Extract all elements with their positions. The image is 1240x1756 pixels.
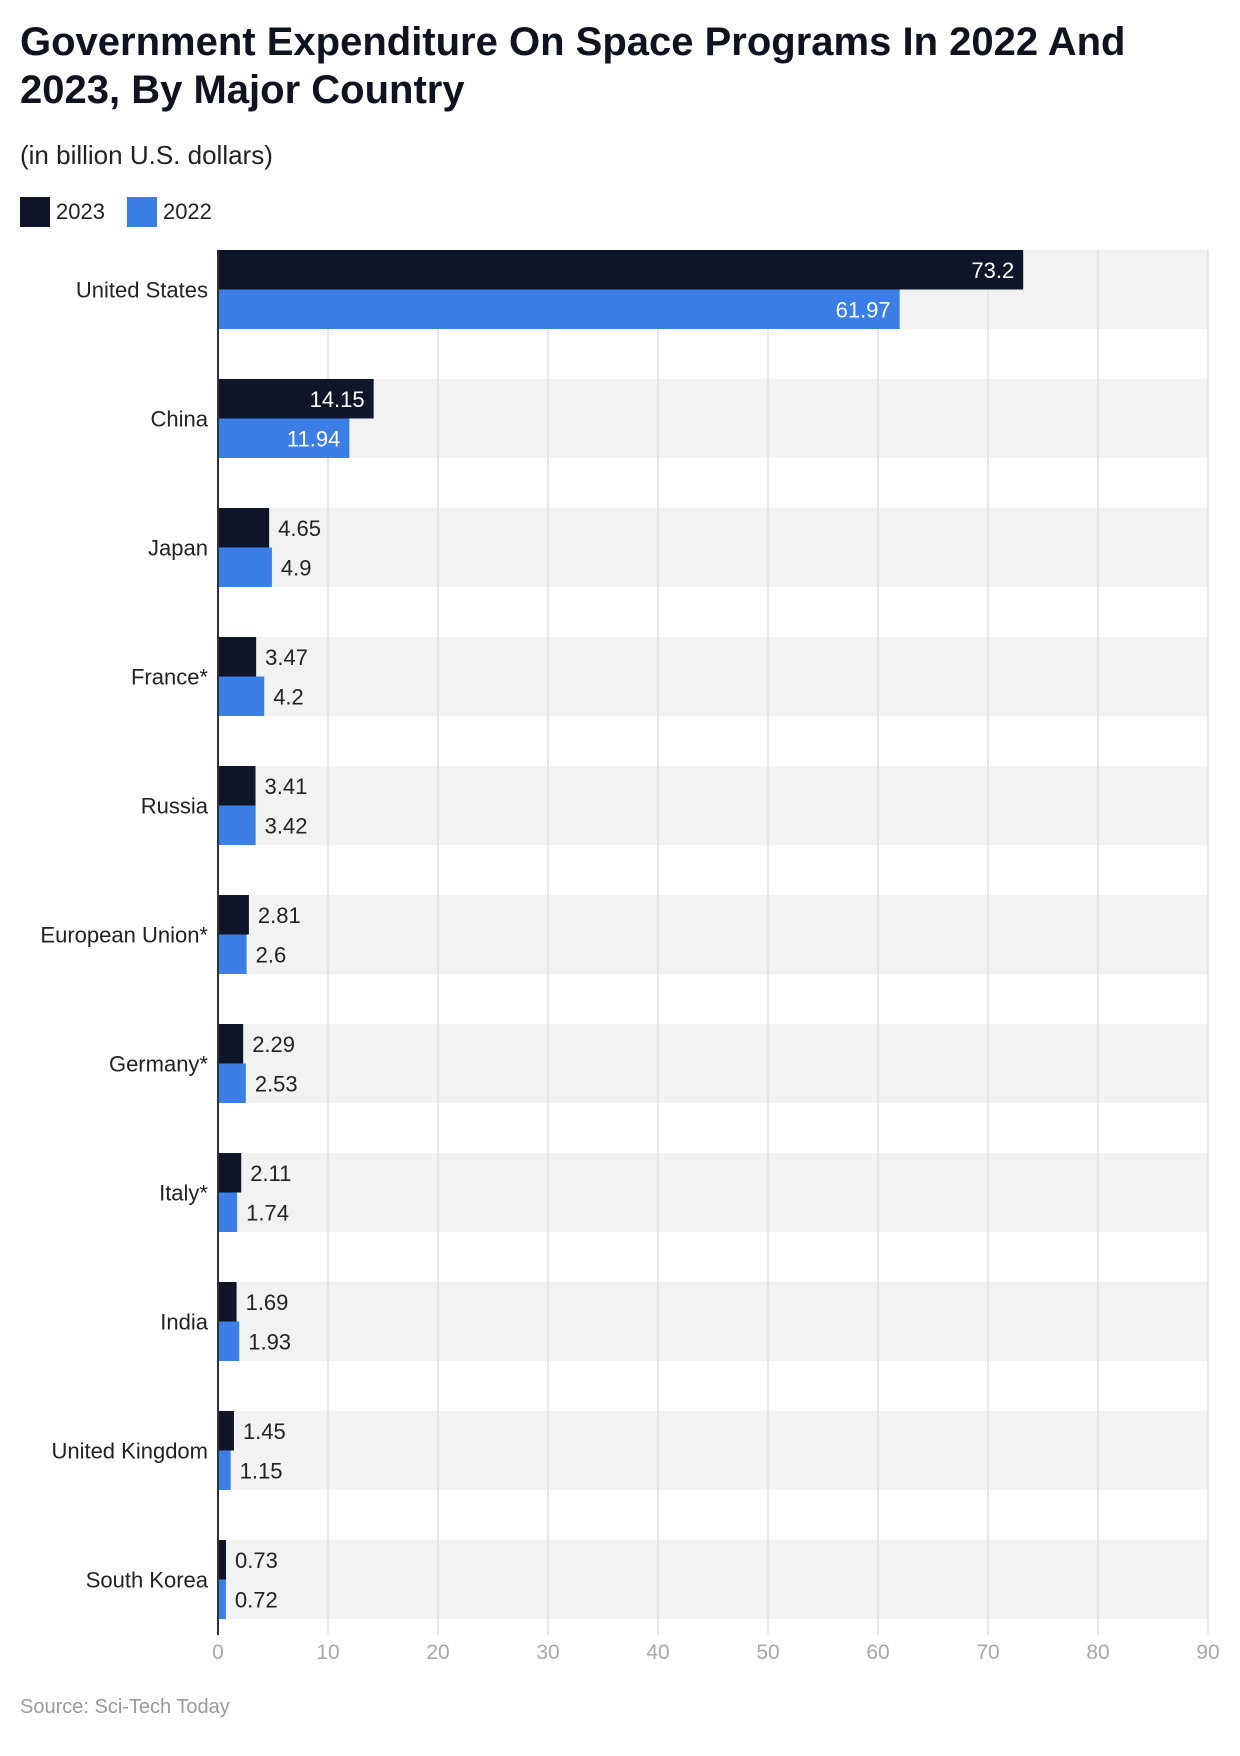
bar-2022	[218, 805, 256, 845]
data-label: 1.69	[246, 1290, 289, 1315]
category-label: South Korea	[86, 1568, 209, 1593]
x-tick-label: 10	[316, 1641, 339, 1664]
category-band	[218, 895, 1208, 974]
bar-2023	[218, 1024, 244, 1064]
bar-2023	[218, 1153, 242, 1193]
bar-2022	[218, 1063, 246, 1103]
legend-label-2022: 2022	[162, 199, 212, 224]
data-label: 3.47	[265, 645, 308, 670]
data-label: 2.6	[256, 942, 287, 967]
data-label: 0.72	[235, 1587, 278, 1612]
data-label: 3.41	[265, 774, 308, 799]
legend-item-2022: 2022	[126, 197, 212, 227]
bar-2023	[218, 250, 1024, 290]
bar-2023	[218, 1411, 234, 1451]
bar-2022	[218, 418, 350, 458]
data-label: 1.74	[246, 1200, 289, 1225]
bar-2022	[218, 676, 265, 716]
bar-2022	[218, 1321, 240, 1361]
category-band	[218, 379, 1208, 458]
bar-2023	[218, 1540, 227, 1580]
data-label: 3.42	[265, 813, 308, 838]
x-tick-label: 90	[1196, 1641, 1219, 1664]
x-tick-label: 70	[976, 1641, 999, 1664]
legend-label-2023: 2023	[56, 199, 105, 224]
legend-swatch-2023	[20, 197, 50, 227]
category-band	[218, 1411, 1208, 1490]
category-band	[218, 1024, 1208, 1103]
bar-2023	[218, 637, 257, 677]
bar-2022	[218, 547, 272, 587]
x-tick-label: 20	[426, 1641, 449, 1664]
x-tick-label: 30	[536, 1641, 559, 1664]
category-label: France*	[131, 665, 208, 690]
data-label: 4.9	[281, 555, 312, 580]
category-label: China	[151, 407, 209, 432]
category-label: Russia	[141, 794, 209, 819]
category-label: European Union*	[40, 923, 208, 948]
bar-2023	[218, 895, 249, 935]
category-band	[218, 1282, 1208, 1361]
bar-2022	[218, 1192, 238, 1232]
category-label: United Kingdom	[51, 1439, 208, 1464]
category-label: United States	[76, 278, 208, 303]
x-tick-label: 50	[756, 1641, 779, 1664]
data-label: 61.97	[836, 297, 891, 322]
data-label: 1.93	[248, 1329, 291, 1354]
legend-item-2023: 2023	[20, 197, 105, 227]
source-note: Source: Sci-Tech Today	[20, 1696, 230, 1718]
bar-2022	[218, 1579, 226, 1619]
category-band	[218, 1153, 1208, 1232]
bar-2023	[218, 1282, 237, 1322]
data-label: 1.15	[240, 1458, 283, 1483]
data-label: 4.2	[273, 684, 304, 709]
category-label: India	[160, 1310, 208, 1335]
data-label: 1.45	[243, 1419, 286, 1444]
data-label: 2.29	[252, 1032, 295, 1057]
chart-subtitle: (in billion U.S. dollars)	[20, 140, 273, 170]
legend: 2023 2022	[20, 196, 234, 228]
bar-2022	[218, 289, 900, 329]
category-band	[218, 766, 1208, 845]
x-tick-label: 60	[866, 1641, 889, 1664]
data-label: 11.94	[287, 426, 340, 451]
x-tick-label: 80	[1086, 1641, 1109, 1664]
bar-2023	[218, 508, 270, 548]
data-label: 2.11	[250, 1161, 291, 1186]
data-label: 2.81	[258, 903, 301, 928]
data-label: 4.65	[278, 516, 321, 541]
legend-swatch-2022	[126, 197, 157, 227]
chart-title: Government Expenditure On Space Programs…	[20, 20, 1126, 112]
bar-2023	[218, 379, 374, 419]
data-label: 2.53	[255, 1071, 298, 1096]
x-tick-label: 0	[212, 1641, 224, 1664]
category-label: Italy*	[159, 1181, 208, 1206]
category-band	[218, 508, 1208, 587]
bar-2022	[218, 1450, 231, 1490]
data-label: 73.2	[971, 258, 1014, 283]
data-label: 0.73	[235, 1548, 278, 1573]
data-label: 14.15	[310, 387, 365, 412]
category-label: Germany*	[109, 1052, 208, 1077]
x-tick-label: 40	[646, 1641, 669, 1664]
category-band	[218, 1540, 1208, 1619]
bar-2023	[218, 766, 256, 806]
category-band	[218, 637, 1208, 716]
bar-2022	[218, 934, 247, 974]
category-label: Japan	[148, 536, 208, 561]
